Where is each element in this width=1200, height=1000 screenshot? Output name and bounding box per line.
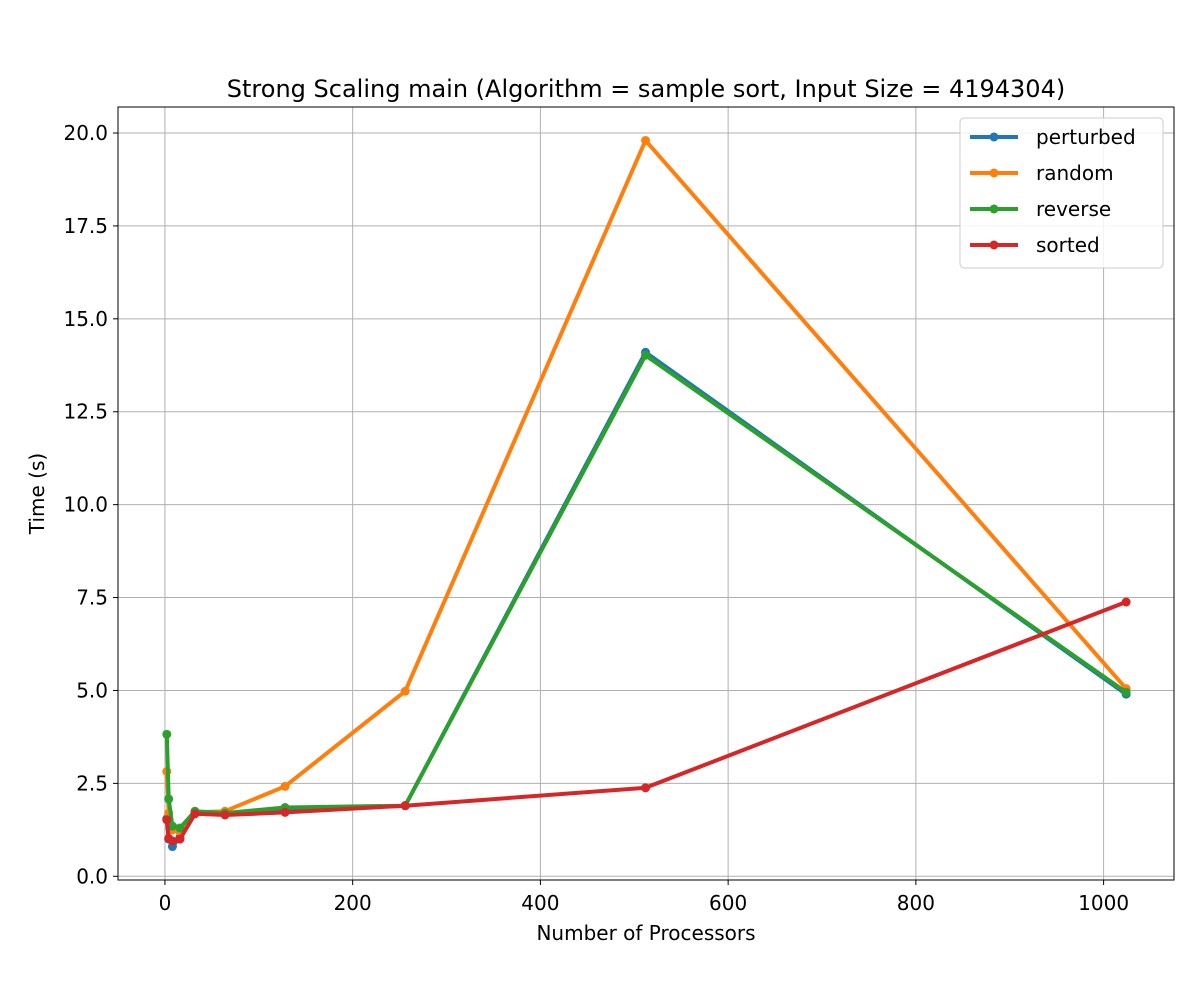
y-tick-label: 5.0 xyxy=(76,678,108,702)
y-tick-label: 2.5 xyxy=(76,771,108,795)
data-point-sorted xyxy=(162,815,172,825)
legend-swatch-marker xyxy=(989,168,999,178)
legend-swatch-marker xyxy=(989,132,999,142)
series-line-perturbed xyxy=(164,350,1129,849)
data-point-random xyxy=(400,686,410,696)
series-sorted xyxy=(162,597,1131,846)
series-perturbed xyxy=(162,347,1131,852)
y-tick-label: 20.0 xyxy=(63,121,108,145)
legend-label: sorted xyxy=(1036,233,1100,257)
x-axis-title: Number of Processors xyxy=(536,921,755,945)
tick-layer: 0 200 400 600 800 1000 0.0 2.5 5.0 7.5 10.0 12.5 15.… xyxy=(63,121,1129,915)
x-tick-label: 1000 xyxy=(1078,891,1129,915)
data-point-sorted xyxy=(280,807,290,817)
data-point-reverse xyxy=(175,823,185,833)
legend-box xyxy=(959,117,1164,269)
data-point-reverse xyxy=(641,350,651,360)
y-axis-title: Time (s) xyxy=(25,453,49,535)
legend: perturbed random reverse sorted xyxy=(959,117,1164,269)
data-point-sorted xyxy=(1121,597,1131,607)
y-tick-label: 0.0 xyxy=(76,864,108,888)
data-point-reverse xyxy=(164,794,174,804)
x-tick-label: 800 xyxy=(897,891,935,915)
plot-frame xyxy=(117,106,1175,881)
x-tick-label: 200 xyxy=(334,891,372,915)
legend-item-sorted: sorted xyxy=(970,233,1100,257)
legend-item-random: random xyxy=(970,161,1114,185)
legend-label: random xyxy=(1036,161,1114,185)
data-point-random xyxy=(641,135,651,145)
legend-item-perturbed: perturbed xyxy=(970,125,1136,149)
series-line-reverse xyxy=(164,353,1129,830)
y-tick-label: 17.5 xyxy=(63,214,108,238)
legend-label: reverse xyxy=(1036,197,1111,221)
y-tick-label: 7.5 xyxy=(76,586,108,610)
data-point-random xyxy=(280,781,290,791)
data-point-sorted xyxy=(167,836,177,846)
legend-swatch-marker xyxy=(989,204,999,214)
y-tick-label: 15.0 xyxy=(63,307,108,331)
legend-swatch-marker xyxy=(989,240,999,250)
data-point-sorted xyxy=(190,809,200,819)
legend-label: perturbed xyxy=(1036,125,1136,149)
data-point-sorted xyxy=(175,834,185,844)
data-point-sorted xyxy=(220,810,230,820)
series-reverse xyxy=(162,350,1131,833)
x-tick-label: 600 xyxy=(709,891,747,915)
data-point-reverse xyxy=(167,821,177,831)
data-point-reverse xyxy=(1121,687,1131,697)
x-tick-label: 0 xyxy=(159,891,172,915)
x-tick-label: 400 xyxy=(521,891,559,915)
legend-item-reverse: reverse xyxy=(970,197,1111,221)
data-point-sorted xyxy=(641,783,651,793)
chart-title: Strong Scaling main (Algorithm = sample … xyxy=(227,75,1065,103)
data-point-reverse xyxy=(162,729,172,739)
y-tick-label: 12.5 xyxy=(63,400,108,424)
series-layer xyxy=(162,135,1131,852)
data-point-sorted xyxy=(400,801,410,811)
y-tick-label: 10.0 xyxy=(63,493,108,517)
